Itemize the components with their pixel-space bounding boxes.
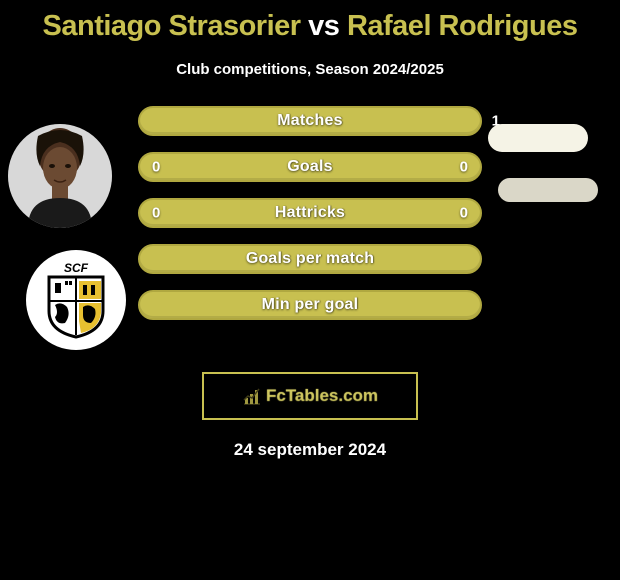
chart-icon — [242, 386, 262, 406]
stat-label: Matches — [277, 112, 342, 130]
player2-name: Rafael Rodrigues — [347, 10, 578, 42]
stat-row: Min per goal — [138, 290, 482, 320]
fctables-badge: FcTables.com — [202, 372, 418, 420]
stat-pill: Min per goal — [138, 290, 482, 320]
stat-pill: Goals per match — [138, 244, 482, 274]
stat-row: 0 Hattricks 0 — [138, 198, 482, 228]
svg-text:SCF: SCF — [64, 261, 89, 275]
stat-pill: 0 Hattricks 0 — [138, 198, 482, 228]
stat-row: Goals per match — [138, 244, 482, 274]
right-pill-1 — [488, 124, 588, 152]
vs-text: vs — [308, 10, 339, 42]
stat-label: Goals per match — [246, 250, 374, 268]
stat-pill: Matches1 — [138, 106, 482, 136]
right-pill-2 — [498, 178, 598, 202]
stat-label: Goals — [287, 158, 332, 176]
player-avatar — [8, 124, 112, 228]
page-title: Santiago Strasorier vs Rafael Rodrigues — [0, 0, 620, 43]
stat-value-left: 0 — [152, 205, 160, 222]
stat-bars: Matches1 0 Goals 0 0 Hattricks 0 Goals per matc… — [138, 106, 482, 336]
date-text: 24 september 2024 — [0, 440, 620, 460]
subtitle: Club competitions, Season 2024/2025 — [0, 61, 620, 78]
player1-name: Santiago Strasorier — [43, 10, 301, 42]
stat-value-right: 0 — [460, 159, 468, 176]
stat-label: Hattricks — [275, 204, 345, 222]
badge-text: FcTables.com — [266, 386, 378, 406]
stat-row: Matches1 — [138, 106, 482, 136]
club-logo: SCF — [26, 250, 126, 350]
stat-label: Min per goal — [262, 296, 359, 314]
stat-value-left: 0 — [152, 159, 160, 176]
stat-value-right: 0 — [460, 205, 468, 222]
comparison-content: SCF Matches1 0 Goals 0 0 Hattricks 0 Goals per … — [0, 106, 620, 366]
stat-pill: 0 Goals 0 — [138, 152, 482, 182]
stat-row: 0 Goals 0 — [138, 152, 482, 182]
